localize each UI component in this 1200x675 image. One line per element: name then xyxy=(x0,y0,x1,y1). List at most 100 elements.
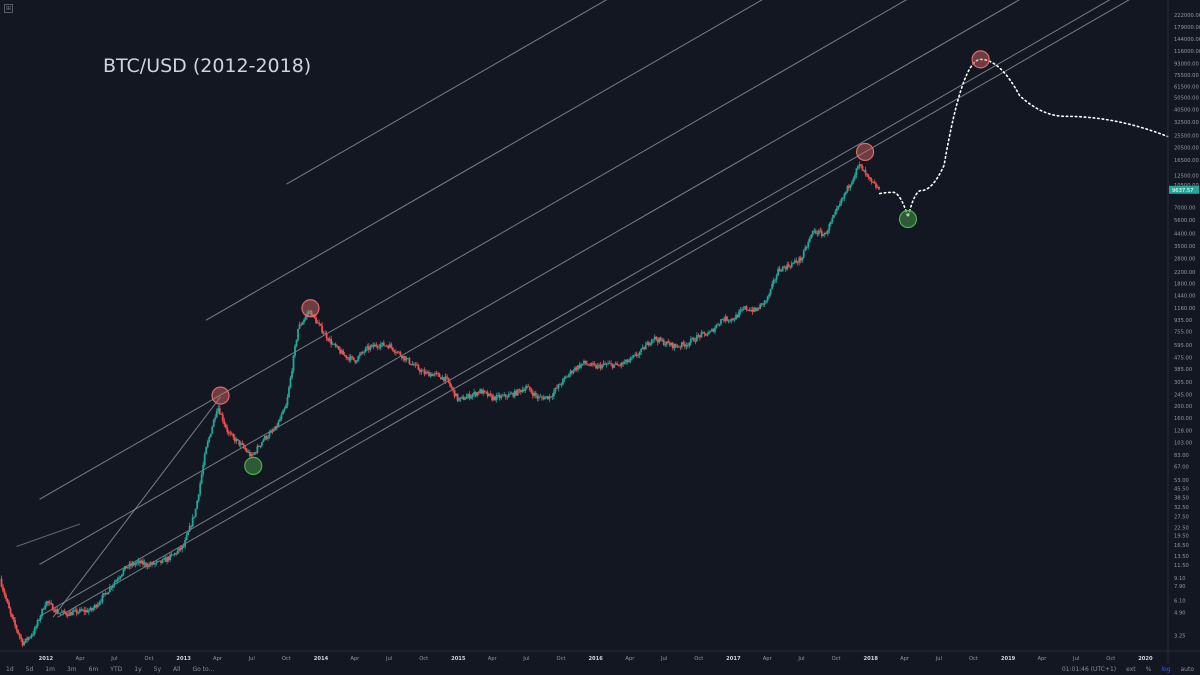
top-marker[interactable] xyxy=(855,142,875,162)
candle-body xyxy=(802,250,805,258)
candle-body xyxy=(385,345,388,347)
range-button-2[interactable]: 1m xyxy=(45,665,55,673)
candle-body xyxy=(810,234,813,239)
top-marker[interactable] xyxy=(971,50,990,69)
candle-body xyxy=(250,453,253,457)
candle-body xyxy=(506,396,509,398)
candle-body xyxy=(652,339,655,341)
bottom-marker[interactable] xyxy=(244,456,263,475)
candle-body xyxy=(133,563,135,565)
candle-body xyxy=(351,356,354,358)
candle-body xyxy=(54,609,57,612)
candle-body xyxy=(583,360,585,364)
candle-body xyxy=(440,377,442,380)
price-tick-label: 53.00 xyxy=(1174,478,1189,484)
top-marker[interactable] xyxy=(211,386,230,405)
candle-body xyxy=(554,387,557,392)
candle-body xyxy=(230,433,233,435)
channel-line xyxy=(39,0,1020,565)
candle-body xyxy=(863,170,865,172)
price-tick-label: 12500.00 xyxy=(1174,173,1199,179)
toggle-percent[interactable]: % xyxy=(1145,665,1152,673)
candle-body xyxy=(360,352,363,355)
candle-body xyxy=(295,340,298,346)
range-button-1[interactable]: 5d xyxy=(25,665,34,673)
bottom-marker[interactable] xyxy=(898,209,918,229)
candle-body xyxy=(796,262,799,263)
candle-body xyxy=(571,370,573,373)
candle-body xyxy=(545,396,548,398)
range-button-7[interactable]: 5y xyxy=(153,665,161,673)
candle-body xyxy=(455,393,457,397)
candle-body xyxy=(855,168,858,176)
candle-body xyxy=(692,338,695,342)
range-button-3[interactable]: 3m xyxy=(66,665,77,673)
toggle-auto[interactable]: auto xyxy=(1180,665,1194,673)
candle-body xyxy=(86,610,89,613)
range-button-8[interactable]: All xyxy=(173,665,181,673)
price-tick-label: 20500.00 xyxy=(1174,146,1199,152)
chart-title: BTC/USD (2012-2018) xyxy=(103,55,311,77)
time-tick-label: Oct xyxy=(832,656,841,662)
range-button-9[interactable]: Go to... xyxy=(192,665,215,673)
toggle-log[interactable]: log xyxy=(1161,665,1171,673)
candle-body xyxy=(197,494,200,501)
range-selector: 1d 5d 1m 3m 6m YTD 1y 5y All Go to... xyxy=(0,666,220,673)
toggle-ext[interactable]: ext xyxy=(1126,665,1136,673)
candle-body xyxy=(242,444,245,448)
candle-body xyxy=(540,396,543,398)
candle-body xyxy=(721,319,724,321)
candle-body xyxy=(257,446,260,447)
chart-settings-icon[interactable]: ⊞ xyxy=(4,4,13,13)
candle-body xyxy=(613,364,616,368)
candle-body xyxy=(375,344,378,347)
candle-body xyxy=(607,363,609,365)
price-axis[interactable]: 3.25 4.90 6.10 7.90 9.10 11.50 13.50 16.50 19.50… xyxy=(1169,13,1200,639)
candle-body xyxy=(848,185,850,188)
candle-body xyxy=(449,382,451,386)
candle-body xyxy=(324,333,327,334)
top-marker[interactable] xyxy=(301,299,320,318)
candle-body xyxy=(292,355,295,372)
candle-body xyxy=(87,610,90,613)
candle-body xyxy=(450,385,453,388)
candle-body xyxy=(102,593,105,596)
candle-body xyxy=(221,414,224,421)
candle-body xyxy=(393,350,396,353)
time-tick-label: Apr xyxy=(76,656,86,662)
candle-body xyxy=(509,393,512,395)
candle-body xyxy=(844,191,847,194)
candle-body xyxy=(551,396,554,398)
candle-body xyxy=(163,558,165,560)
candle-body xyxy=(837,205,840,209)
candle-body xyxy=(239,443,242,446)
candle-body xyxy=(817,230,820,235)
time-tick-label: Jul xyxy=(248,656,255,662)
candle-body xyxy=(113,582,116,586)
time-axis[interactable]: 2012 Apr Jul Oct 2013 Apr Jul Oct 2014 Apr Jul Oct 2… xyxy=(39,656,1153,662)
range-button-0[interactable]: 1d xyxy=(6,665,14,673)
range-button-5[interactable]: YTD xyxy=(110,665,123,673)
candle-body xyxy=(315,317,317,324)
candle-body xyxy=(431,373,433,377)
candle-body xyxy=(312,314,314,317)
price-tick-label: 4400.00 xyxy=(1174,231,1195,237)
candle-body xyxy=(556,387,558,389)
candle-body xyxy=(869,177,871,179)
range-button-6[interactable]: 1y xyxy=(134,665,142,673)
candle-body xyxy=(516,389,519,396)
candle-body xyxy=(411,364,414,366)
candle-body xyxy=(820,231,823,236)
price-tick-label: 179000.00 xyxy=(1174,25,1200,31)
time-tick-label: Oct xyxy=(557,656,566,662)
candle-body xyxy=(575,367,578,370)
projection-path xyxy=(878,58,1169,221)
candle-body xyxy=(834,211,837,215)
range-button-4[interactable]: 6m xyxy=(88,665,99,673)
candle-body xyxy=(32,633,35,636)
price-tick-label: 1800.00 xyxy=(1174,281,1195,287)
time-tick-label: Apr xyxy=(488,656,498,662)
candle-body xyxy=(387,345,390,349)
price-tick-label: 22.50 xyxy=(1174,526,1189,532)
